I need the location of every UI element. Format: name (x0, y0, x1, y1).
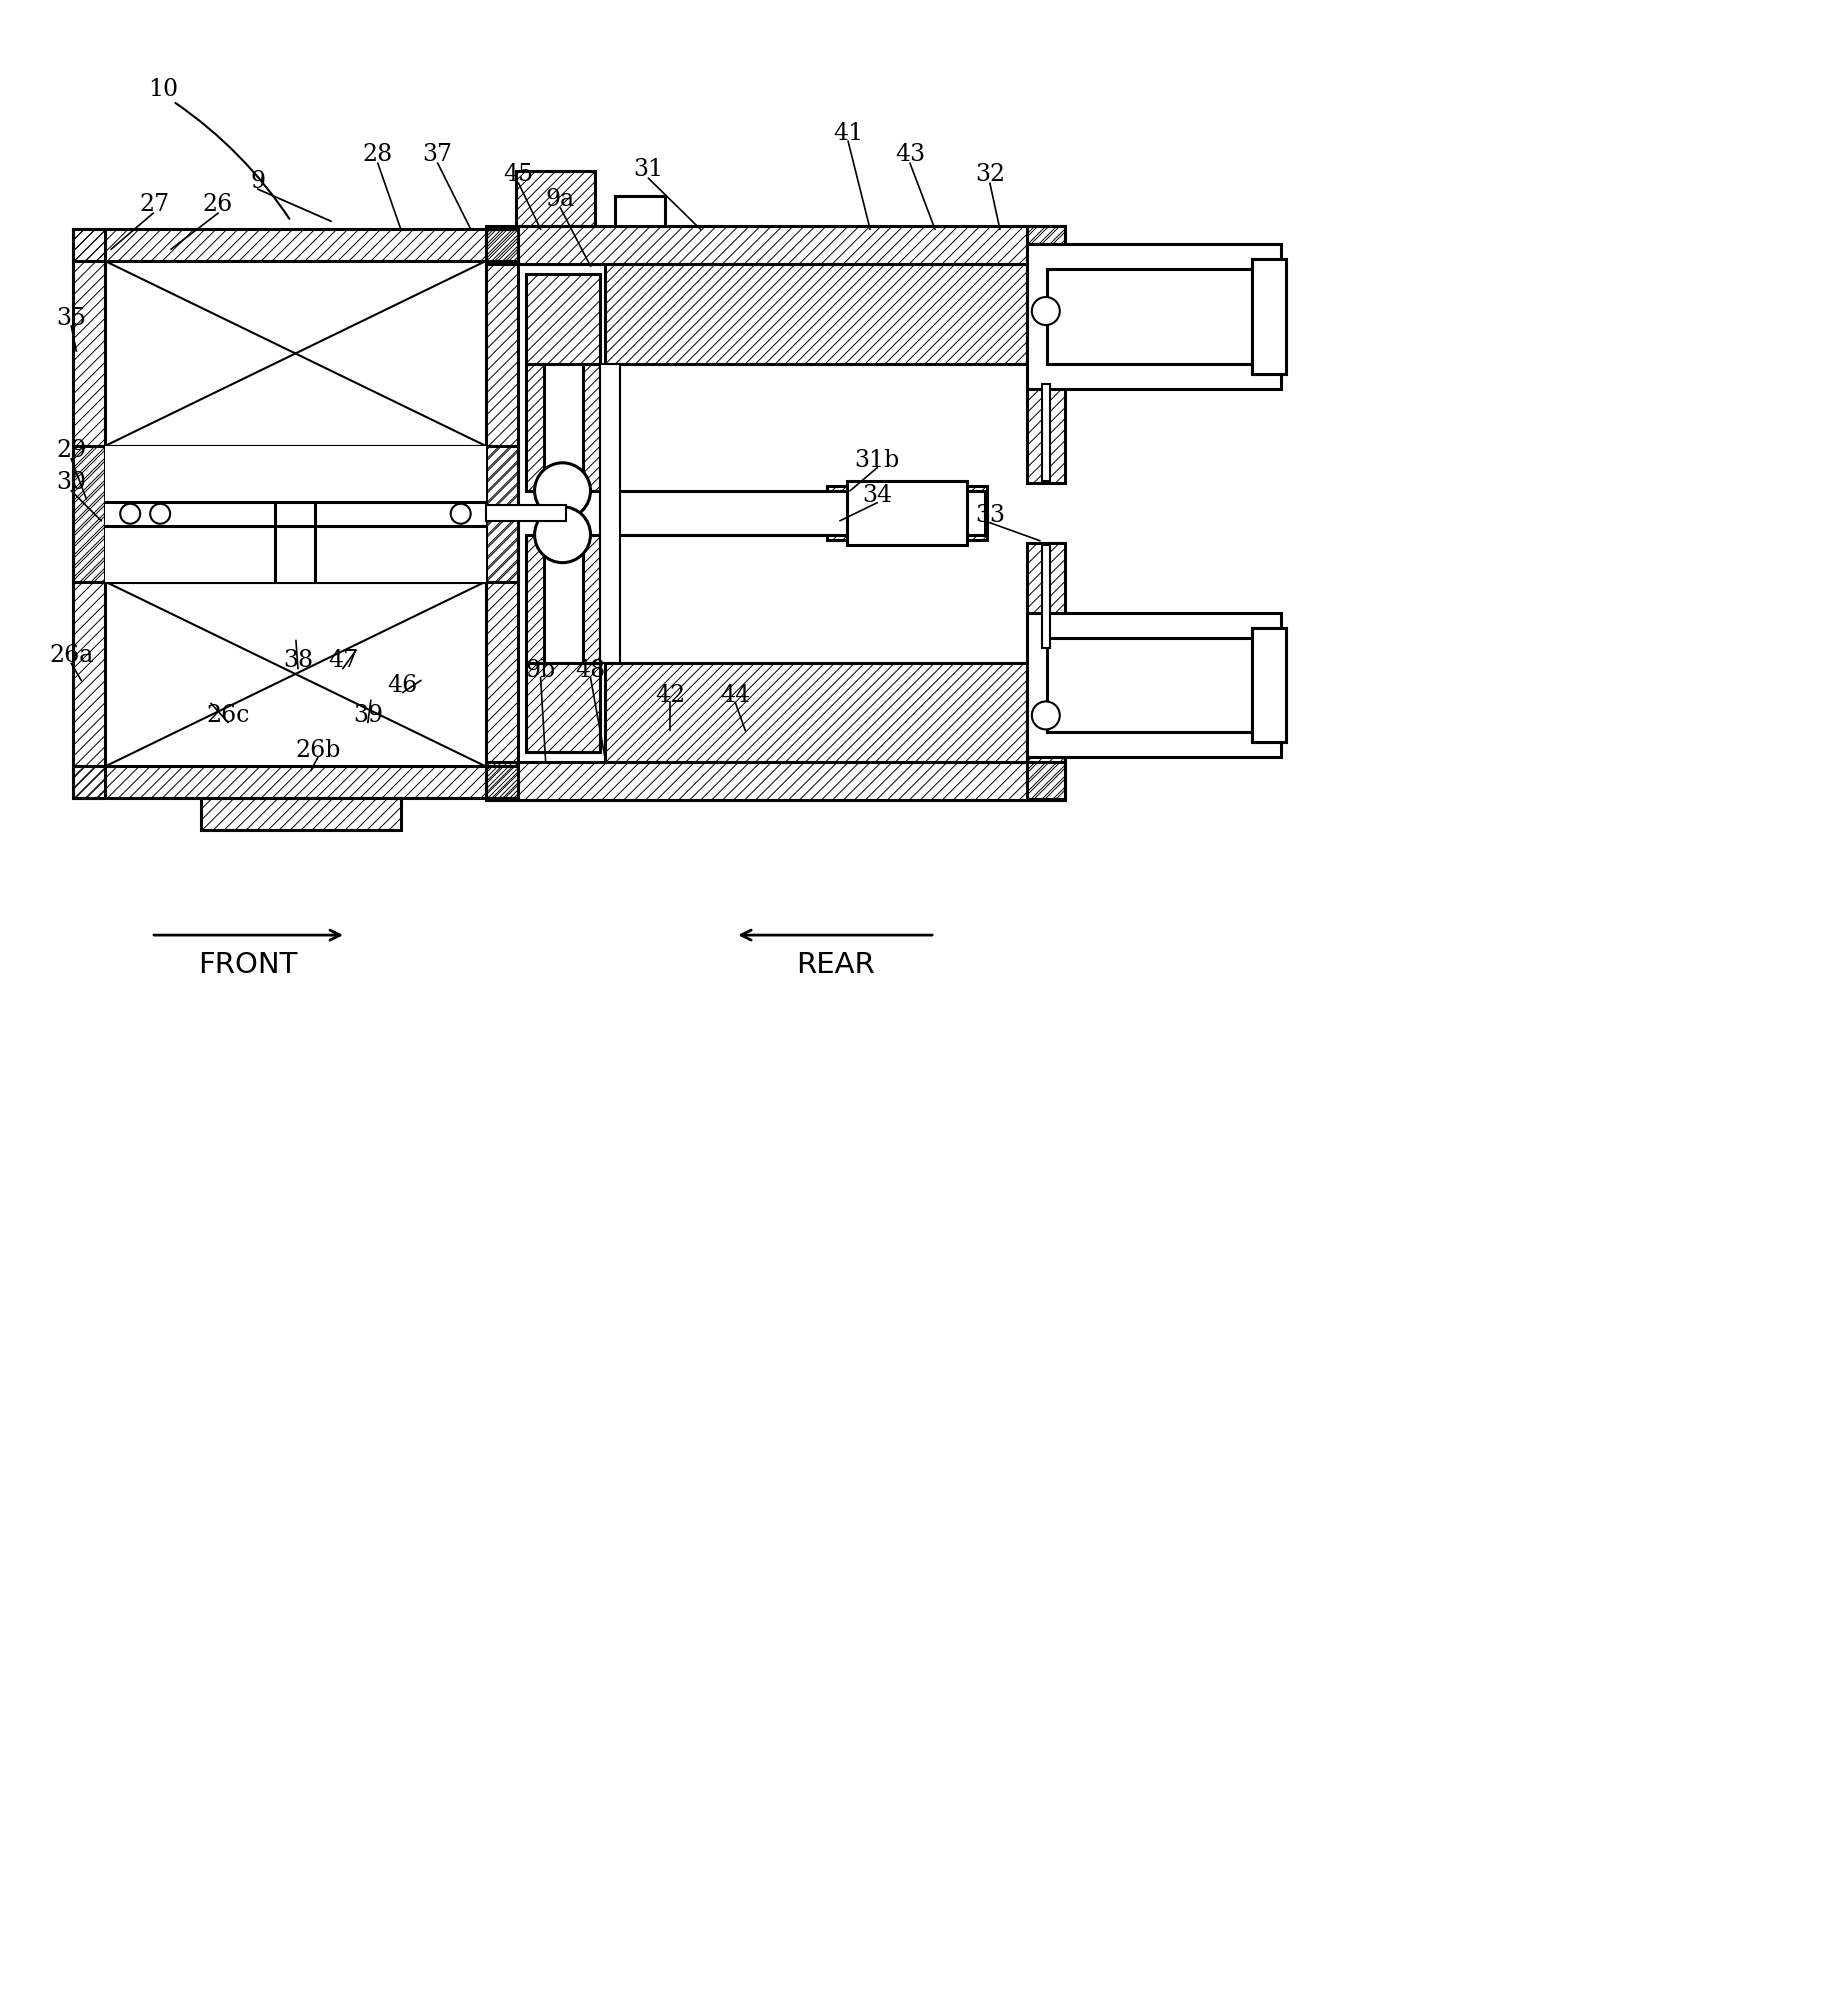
Text: 26: 26 (203, 192, 232, 216)
Circle shape (535, 462, 590, 518)
Text: 44: 44 (720, 684, 751, 706)
Bar (583, 364, 600, 490)
Bar (583, 534, 600, 662)
Circle shape (1031, 702, 1059, 730)
Text: 26b: 26b (295, 738, 341, 762)
Text: 45: 45 (504, 162, 533, 186)
Bar (74, 230, 518, 260)
Bar (1028, 226, 1065, 482)
Bar (827, 486, 987, 540)
Bar (485, 762, 1065, 800)
Text: 26c: 26c (207, 704, 249, 726)
Bar (74, 446, 518, 582)
Text: 10: 10 (148, 78, 179, 100)
Bar (201, 798, 400, 830)
Bar (526, 662, 600, 752)
Bar (1042, 544, 1050, 648)
Text: 31b: 31b (854, 450, 900, 472)
Text: 35: 35 (57, 306, 87, 330)
Text: 9b: 9b (526, 658, 555, 682)
Bar (515, 172, 596, 226)
Bar (1251, 258, 1286, 374)
Text: 46: 46 (387, 674, 419, 696)
Bar (1251, 628, 1286, 742)
Bar (1251, 258, 1286, 374)
Circle shape (1031, 296, 1059, 324)
Bar (1028, 244, 1282, 388)
Text: 28: 28 (363, 142, 393, 166)
Bar (526, 364, 544, 490)
Bar (1046, 638, 1251, 732)
Text: 37: 37 (423, 142, 452, 166)
Bar (526, 534, 544, 662)
Bar (485, 230, 518, 798)
Bar (605, 264, 1028, 364)
Bar (105, 582, 485, 766)
Text: FRONT: FRONT (197, 950, 297, 978)
Text: REAR: REAR (795, 950, 875, 978)
Bar (105, 260, 485, 446)
Bar (526, 274, 600, 364)
Bar (566, 490, 985, 534)
Text: 43: 43 (895, 142, 924, 166)
Bar (1028, 612, 1282, 756)
Bar (1042, 384, 1050, 480)
Text: 34: 34 (862, 484, 893, 508)
Bar (605, 662, 1028, 762)
Text: 30: 30 (57, 472, 87, 494)
Text: 32: 32 (974, 162, 1006, 186)
Bar (1028, 542, 1065, 798)
Text: 39: 39 (352, 704, 384, 726)
Bar (600, 364, 620, 662)
Text: 41: 41 (832, 122, 863, 144)
Bar (616, 196, 666, 226)
Bar (1251, 628, 1286, 742)
Text: 27: 27 (138, 192, 170, 216)
Text: 9a: 9a (546, 188, 576, 210)
Text: 47: 47 (328, 648, 358, 672)
Bar (74, 230, 105, 798)
Bar (485, 226, 1065, 264)
Bar (74, 766, 518, 798)
Text: 48: 48 (576, 658, 605, 682)
Bar (1046, 268, 1251, 364)
Text: 26a: 26a (50, 644, 94, 666)
Text: 33: 33 (974, 504, 1006, 526)
Text: 38: 38 (282, 648, 314, 672)
Circle shape (535, 506, 590, 562)
Text: 42: 42 (655, 684, 686, 706)
Text: 9: 9 (251, 170, 266, 192)
Bar (485, 504, 566, 520)
Bar (105, 446, 485, 582)
Bar (847, 480, 967, 544)
Text: 29: 29 (55, 440, 87, 462)
Text: 31: 31 (633, 158, 664, 180)
